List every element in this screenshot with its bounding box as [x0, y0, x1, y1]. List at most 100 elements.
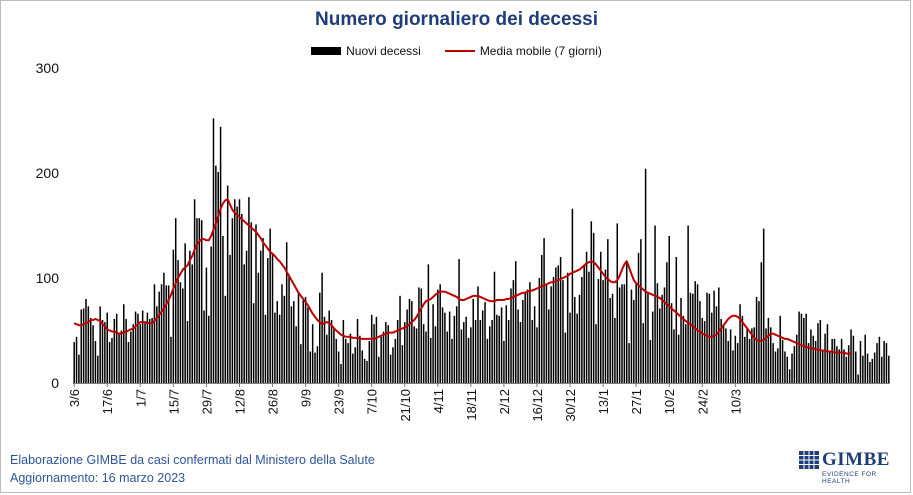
- bar: [276, 301, 278, 383]
- bar: [420, 288, 423, 383]
- x-tick-label: 27/1: [629, 389, 644, 414]
- x-tick-label: 10/3: [728, 389, 743, 414]
- bar: [474, 320, 477, 383]
- y-tick-label: 100: [36, 270, 60, 286]
- bar: [774, 351, 777, 383]
- bar: [219, 126, 222, 384]
- bar: [217, 171, 219, 383]
- bar: [824, 333, 826, 383]
- bar: [777, 348, 779, 383]
- bar: [526, 289, 529, 383]
- bar: [725, 328, 727, 383]
- bar: [248, 197, 250, 383]
- logo-subtitle: EVIDENCE FOR HEALTH: [822, 471, 877, 485]
- bar: [448, 311, 451, 383]
- bar: [793, 346, 796, 383]
- bar: [267, 258, 269, 383]
- bar: [673, 329, 675, 383]
- bar: [115, 313, 118, 383]
- bar: [623, 284, 626, 383]
- bar: [644, 168, 647, 383]
- bar: [574, 296, 576, 383]
- bar: [101, 320, 104, 383]
- bar: [821, 350, 824, 383]
- bar: [205, 267, 208, 383]
- bar: [519, 322, 522, 383]
- bar: [635, 283, 637, 383]
- bar: [411, 301, 413, 383]
- bar: [385, 322, 387, 383]
- bar: [80, 309, 83, 383]
- chart-title: Numero giornaliero dei decessi: [315, 9, 598, 30]
- y-tick-label: 0: [51, 375, 59, 391]
- bar: [99, 306, 101, 383]
- bar: [597, 279, 600, 383]
- x-tick-label: 23/9: [332, 389, 347, 414]
- chart-legend: Nuovi decessi Media mobile (7 giorni): [0, 44, 913, 58]
- legend-bar-swatch: [311, 47, 342, 55]
- bar: [819, 320, 822, 383]
- bar: [123, 304, 125, 383]
- bar: [389, 354, 392, 383]
- bar: [838, 349, 840, 383]
- bar: [392, 347, 394, 383]
- bar: [163, 272, 165, 383]
- bar: [337, 351, 340, 383]
- footer: Elaborazione GIMBE da casi confermati da…: [10, 451, 375, 487]
- bar: [661, 294, 663, 383]
- bar: [795, 334, 798, 383]
- bar: [255, 224, 257, 383]
- bar: [548, 309, 550, 383]
- bar: [576, 313, 578, 383]
- bar: [118, 333, 120, 383]
- bar: [191, 264, 193, 383]
- bar: [817, 323, 819, 383]
- bar: [694, 281, 696, 383]
- bar: [710, 312, 713, 383]
- bar: [335, 338, 338, 383]
- bar: [732, 350, 734, 383]
- bar: [179, 282, 182, 383]
- bar: [189, 250, 191, 383]
- x-tick-label: 12/8: [233, 389, 248, 414]
- bar: [611, 293, 614, 383]
- bar: [583, 265, 585, 383]
- bar: [404, 322, 406, 383]
- bar: [538, 278, 541, 383]
- bar: [524, 292, 526, 383]
- bar: [800, 313, 803, 383]
- bar: [200, 220, 203, 383]
- bar: [437, 289, 439, 383]
- bar: [172, 249, 175, 383]
- bar: [564, 332, 567, 383]
- bar: [394, 338, 397, 383]
- bar: [271, 253, 274, 383]
- bar: [517, 309, 519, 383]
- bar: [484, 302, 486, 383]
- bar: [321, 272, 323, 383]
- bar: [465, 316, 467, 383]
- bar: [826, 324, 829, 383]
- bar: [604, 269, 607, 383]
- legend-label-bars: Nuovi decessi: [346, 44, 421, 58]
- bar: [595, 324, 597, 383]
- bar: [472, 299, 474, 383]
- bar: [599, 251, 602, 383]
- bar: [628, 343, 630, 383]
- bar: [92, 325, 94, 383]
- bar: [668, 236, 670, 383]
- bar: [744, 336, 746, 383]
- legend-item-bars: Nuovi decessi: [311, 44, 421, 58]
- bar: [536, 327, 538, 383]
- bar: [439, 284, 441, 383]
- legend-item-line: Media mobile (7 giorni): [444, 44, 602, 58]
- bar: [762, 228, 765, 383]
- bar: [274, 312, 276, 383]
- bar: [127, 342, 130, 383]
- bar: [729, 329, 732, 383]
- bar: [316, 346, 319, 383]
- bar: [566, 272, 569, 383]
- bar: [878, 336, 881, 383]
- bar: [498, 315, 500, 383]
- bar: [148, 318, 151, 383]
